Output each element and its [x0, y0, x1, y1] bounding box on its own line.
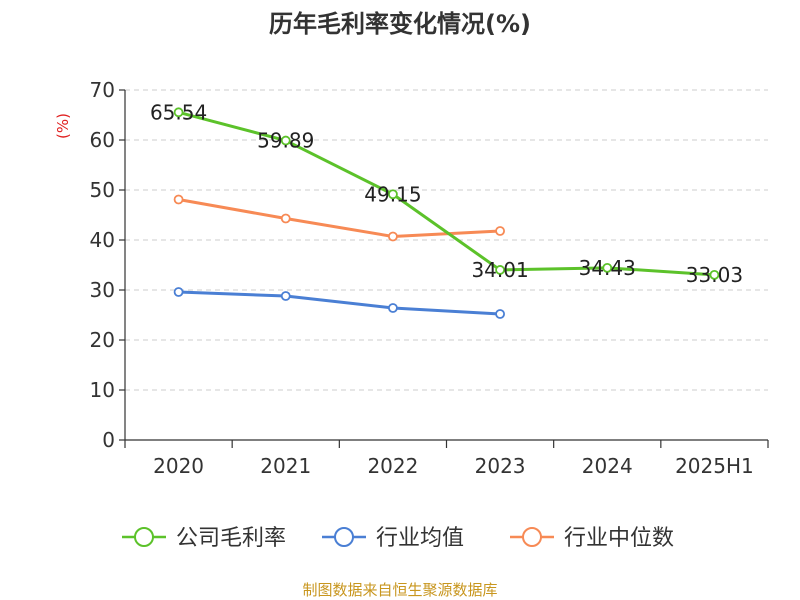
data-point-1-2025H1 — [709, 269, 720, 280]
series-lines — [173, 107, 720, 319]
x-tick-label-2023: 2023 — [475, 454, 526, 478]
x-tick-label-2022: 2022 — [367, 454, 418, 478]
y-tick-label-30: 30 — [90, 278, 115, 302]
legend: 公司毛利率 行业均值 行业中位数 — [122, 526, 674, 551]
series-3 — [173, 194, 505, 242]
legend-label-3: 行业中位数 — [564, 526, 674, 551]
y-tick-label-60: 60 — [90, 128, 115, 152]
data-point-1-2021 — [280, 135, 291, 146]
data-point-1-2023 — [495, 265, 505, 275]
gridlines — [125, 89, 768, 391]
data-point-2-2022 — [388, 303, 398, 313]
legend-item-2: 行业均值 — [322, 526, 464, 551]
legend-marker-3 — [522, 527, 542, 547]
data-label-2023: 34.01 — [471, 258, 528, 282]
y-tick-label-50: 50 — [90, 178, 115, 202]
chart-title: 历年毛利率变化情况(%) — [269, 10, 531, 38]
data-point-1-2022 — [388, 189, 398, 200]
data-point-2-2023 — [495, 309, 505, 319]
series-line-3 — [178, 198, 501, 238]
data-point-2-2021 — [280, 291, 291, 301]
data-point-1-2024 — [602, 262, 613, 273]
data-point-3-2020 — [173, 194, 184, 205]
y-tick-label-0: 0 — [102, 428, 115, 452]
y-tick-label-70: 70 — [90, 78, 115, 102]
x-tick-label-2021: 2021 — [260, 454, 311, 478]
data-label-2021: 59.89 — [257, 129, 314, 153]
data-point-3-2021 — [280, 213, 291, 224]
data-point-2-2020 — [173, 287, 184, 297]
y-axis-label: (%) — [54, 113, 72, 139]
x-tick-label-2025H1: 2025H1 — [675, 454, 754, 478]
legend-item-1: 公司毛利率 — [122, 526, 286, 551]
legend-marker-2 — [334, 527, 354, 547]
data-point-1-2020 — [173, 107, 184, 118]
series-line-2 — [178, 290, 501, 316]
series-2 — [173, 287, 505, 319]
data-label-2022: 49.15 — [364, 182, 421, 206]
legend-marker-1 — [134, 527, 154, 547]
legend-label-1: 公司毛利率 — [176, 526, 286, 551]
axes: 0 10 20 30 40 50 60 70 2020 2021 2022 2023 2024 2025H… — [90, 78, 769, 478]
y-tick-label-20: 20 — [90, 328, 115, 352]
series-1 — [173, 107, 720, 280]
data-point-3-2022 — [388, 231, 398, 242]
x-tick-label-2020: 2020 — [153, 454, 204, 478]
y-tick-label-40: 40 — [90, 228, 115, 252]
data-label-2024: 34.43 — [579, 256, 636, 280]
x-tick-label-2024: 2024 — [582, 454, 633, 478]
data-point-3-2023 — [495, 226, 505, 236]
legend-item-3: 行业中位数 — [510, 526, 674, 551]
source-note: 制图数据来自恒生聚源数据库 — [302, 581, 497, 599]
series-line-1 — [178, 110, 715, 277]
y-tick-label-10: 10 — [90, 378, 115, 402]
legend-label-2: 行业均值 — [376, 526, 464, 551]
data-label-2020: 65.54 — [150, 100, 207, 124]
data-labels: 65.54 59.89 49.15 34.01 34.43 33.03 — [150, 100, 743, 287]
data-label-2025H1: 33.03 — [686, 263, 743, 287]
